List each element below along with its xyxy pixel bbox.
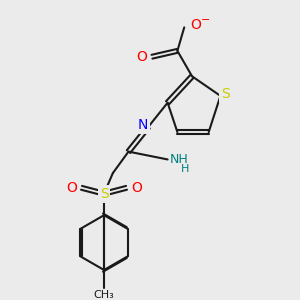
Text: −: − xyxy=(201,15,210,25)
Text: O: O xyxy=(66,181,77,195)
Text: S: S xyxy=(221,87,230,101)
Text: O: O xyxy=(131,181,142,195)
Text: CH₃: CH₃ xyxy=(94,290,114,300)
Text: H: H xyxy=(181,164,189,174)
Text: O: O xyxy=(190,18,201,32)
Text: NH: NH xyxy=(170,153,189,166)
Text: N: N xyxy=(138,118,148,132)
Text: S: S xyxy=(100,187,108,201)
Text: O: O xyxy=(137,50,148,64)
